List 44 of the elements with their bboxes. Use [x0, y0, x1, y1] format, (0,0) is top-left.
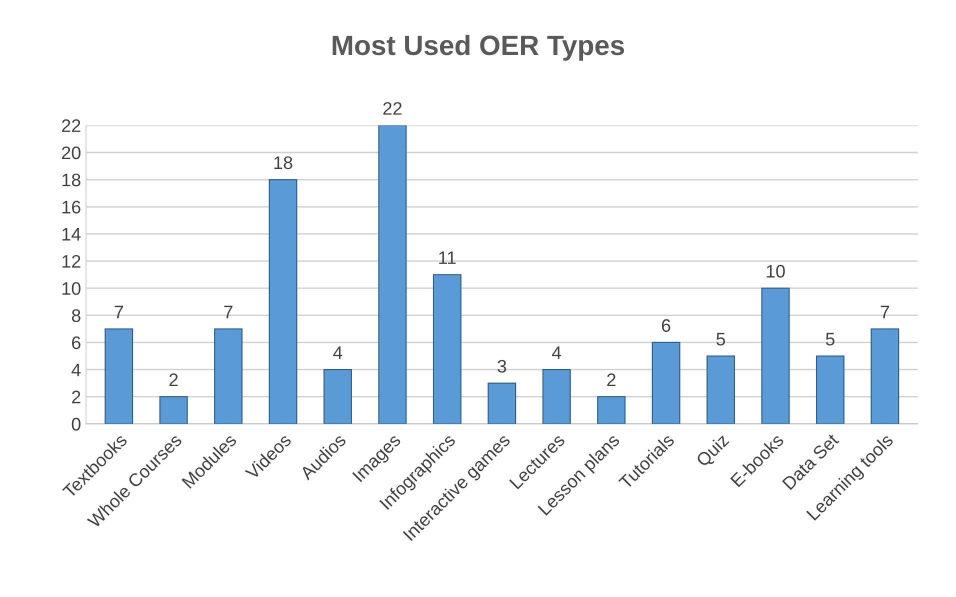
bar — [104, 328, 134, 424]
data-label: 6 — [662, 319, 670, 332]
data-label: 18 — [274, 156, 292, 170]
data-label: 5 — [826, 332, 834, 346]
data-label: 10 — [766, 264, 785, 278]
bar — [706, 355, 736, 424]
bar — [488, 382, 516, 424]
data-label: 7 — [880, 306, 890, 318]
data-label: 4 — [333, 346, 342, 359]
data-label: 7 — [114, 306, 123, 318]
bar — [159, 396, 188, 424]
bar — [268, 179, 298, 424]
y-tick-label: 6 — [72, 336, 80, 350]
data-label: 3 — [498, 360, 506, 373]
bar — [652, 342, 680, 424]
y-tick-label: 22 — [62, 119, 80, 132]
y-tick-label: 2 — [72, 390, 80, 404]
y-tick-label: 12 — [62, 254, 80, 268]
data-label: 5 — [716, 332, 726, 346]
data-label: 22 — [383, 102, 402, 115]
bar — [597, 396, 626, 424]
y-tick-label: 20 — [62, 146, 80, 160]
bar — [542, 369, 571, 424]
bar — [870, 328, 900, 424]
bar — [324, 369, 352, 424]
y-tick-label: 8 — [72, 309, 80, 322]
chart-title: Most Used OER Types — [332, 34, 624, 61]
bar — [816, 355, 844, 424]
data-label: 7 — [224, 306, 232, 318]
y-tick-label: 0 — [72, 418, 80, 431]
data-label: 4 — [552, 346, 562, 359]
bar — [432, 274, 462, 424]
data-label: 2 — [607, 373, 616, 386]
y-tick-label: 4 — [72, 364, 81, 376]
data-label: 2 — [169, 373, 178, 386]
x-tick-label: Quiz — [695, 432, 732, 470]
y-tick-label: 18 — [62, 174, 80, 186]
bar — [761, 288, 790, 424]
y-tick-label: 14 — [62, 228, 81, 240]
y-tick-label: 10 — [62, 282, 80, 295]
bar — [214, 328, 243, 424]
bar — [378, 125, 407, 424]
y-tick-label: 16 — [62, 200, 80, 214]
data-label: 11 — [439, 252, 456, 264]
